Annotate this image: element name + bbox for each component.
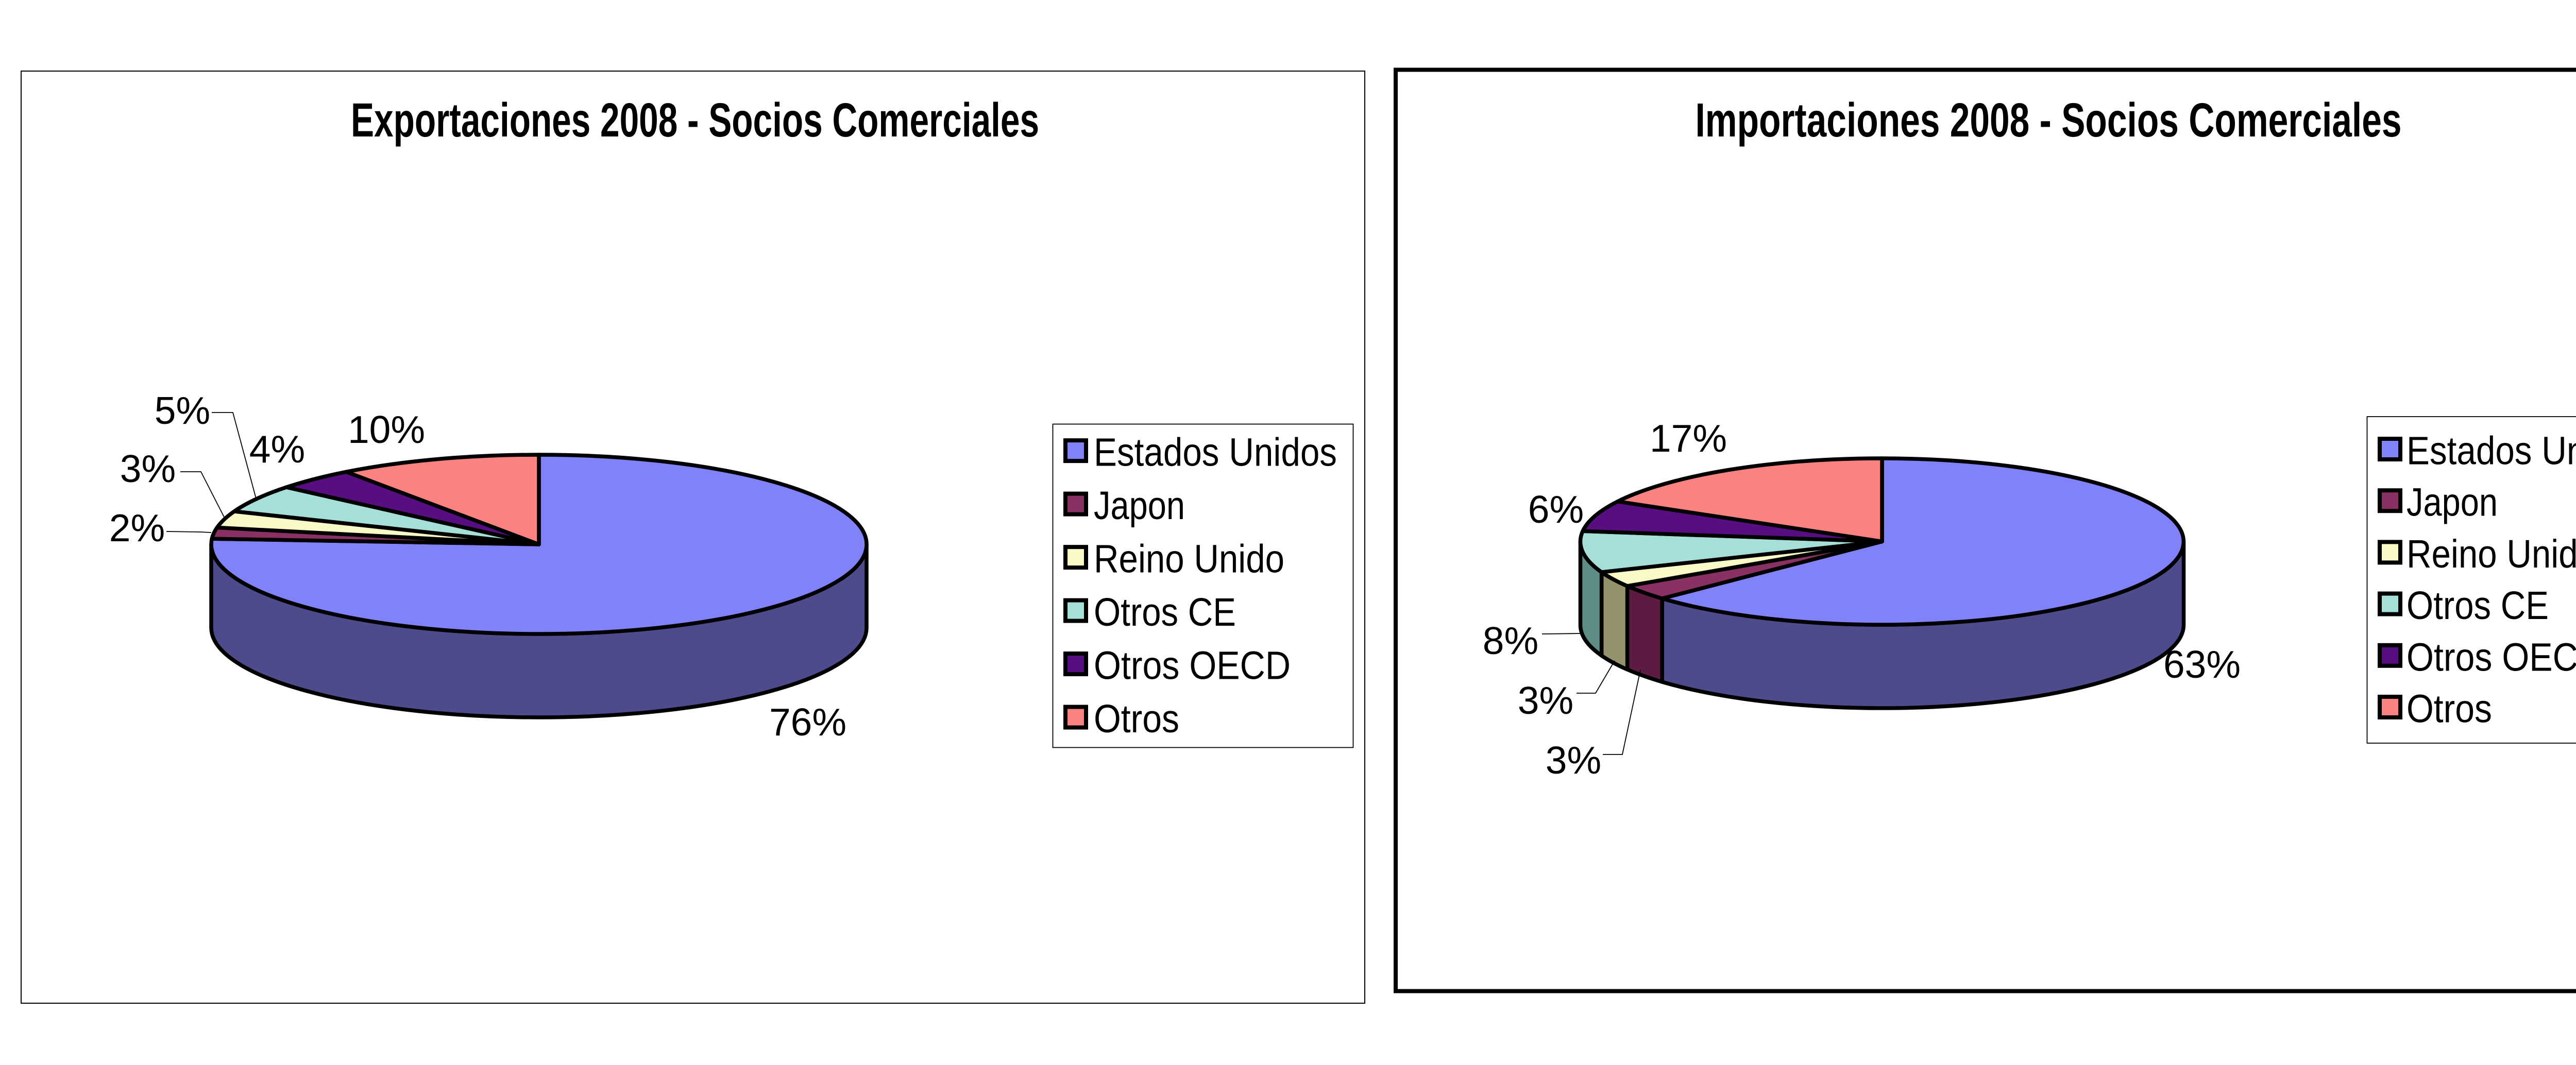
svg-text:10%: 10% <box>348 408 425 451</box>
svg-text:Otros: Otros <box>1094 697 1179 741</box>
svg-text:Reino Unido: Reino Unido <box>1094 537 1284 581</box>
svg-text:Otros OECD: Otros OECD <box>2406 635 2576 679</box>
svg-text:Otros CE: Otros CE <box>1094 590 1236 634</box>
svg-text:Reino Unido: Reino Unido <box>2406 532 2576 576</box>
svg-text:Japon: Japon <box>2406 480 2498 525</box>
svg-text:76%: 76% <box>769 700 846 744</box>
svg-text:4%: 4% <box>249 427 305 471</box>
svg-text:Estados Unidos: Estados Unidos <box>2406 429 2576 473</box>
svg-text:2%: 2% <box>109 506 165 549</box>
svg-text:Otros: Otros <box>2406 687 2492 731</box>
svg-text:3%: 3% <box>120 447 176 490</box>
svg-text:Otros OECD: Otros OECD <box>1094 644 1291 688</box>
svg-text:Otros CE: Otros CE <box>2406 583 2549 628</box>
svg-text:5%: 5% <box>155 389 210 432</box>
svg-text:Japon: Japon <box>1094 484 1185 528</box>
svg-text:3%: 3% <box>1518 679 1573 722</box>
svg-text:8%: 8% <box>1483 619 1538 662</box>
svg-text:3%: 3% <box>1546 738 1601 782</box>
svg-text:63%: 63% <box>2163 643 2241 686</box>
svg-text:Estados Unidos: Estados Unidos <box>1094 431 1337 475</box>
svg-text:17%: 17% <box>1650 417 1727 460</box>
svg-text:Importaciones 2008 - Socios Co: Importaciones 2008 - Socios Comerciales <box>1696 93 2402 147</box>
svg-text:6%: 6% <box>1528 488 1584 531</box>
svg-text:Exportaciones 2008 - Socios Co: Exportaciones 2008 - Socios Comerciales <box>351 93 1039 147</box>
